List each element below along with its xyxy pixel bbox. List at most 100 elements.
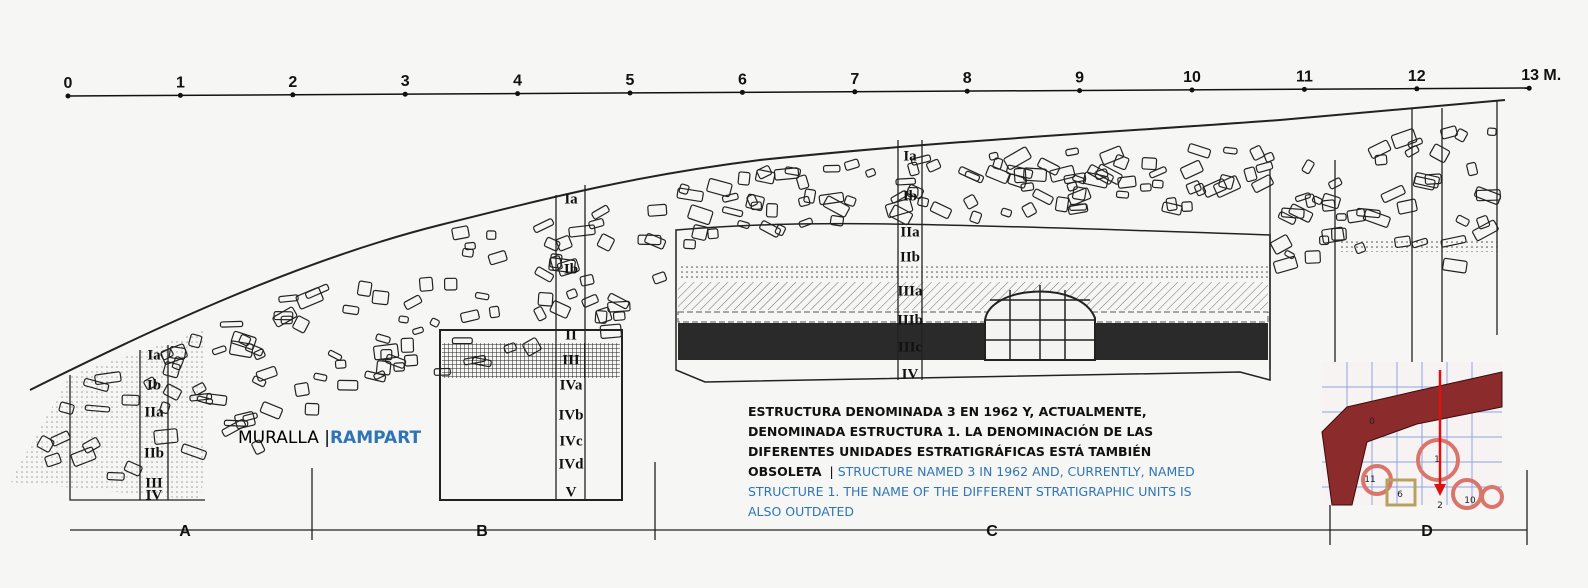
unit-label: IVc: [559, 433, 583, 449]
unit-label: II: [565, 327, 577, 343]
stone: [843, 158, 860, 171]
stone: [433, 367, 451, 376]
stone: [1218, 174, 1235, 190]
stone: [463, 354, 487, 366]
caption-sep: |: [829, 464, 834, 479]
stone: [251, 439, 266, 455]
stone: [1390, 128, 1418, 150]
stone: [543, 236, 561, 252]
stone: [1185, 180, 1202, 195]
stone: [412, 326, 424, 335]
scale-label: 7: [850, 71, 859, 88]
inset-arrowhead: [1434, 484, 1446, 496]
stone: [1139, 183, 1152, 192]
scale-tick: [65, 93, 71, 99]
stone: [219, 320, 244, 328]
stone: [1181, 201, 1193, 212]
stone: [292, 315, 310, 334]
stone: [818, 191, 845, 206]
stone: [1117, 175, 1137, 189]
stone: [1476, 215, 1491, 230]
stone: [1255, 161, 1274, 174]
stone: [533, 218, 555, 233]
caption: ESTRUCTURA DENOMINADA 3 EN 1962 Y, ACTUA…: [748, 402, 1228, 522]
stone: [196, 395, 214, 405]
stone: [1311, 195, 1323, 205]
stone: [403, 294, 423, 310]
stone: [985, 165, 1011, 185]
stone: [929, 201, 952, 219]
unit-label: IVb: [558, 407, 583, 423]
stone: [588, 218, 605, 230]
stone: [192, 382, 207, 396]
stone: [1213, 175, 1241, 198]
terrain: [10, 99, 1528, 545]
profile-d-band: [1338, 238, 1498, 252]
stone: [1284, 250, 1295, 260]
section-label: D: [1421, 523, 1433, 540]
stone: [1007, 173, 1028, 189]
stone: [234, 411, 256, 430]
stone: [334, 359, 347, 369]
stone: [278, 294, 299, 303]
stone: [168, 346, 187, 361]
scale-label: 10: [1183, 69, 1201, 86]
stone: [1094, 168, 1109, 180]
stone: [451, 337, 473, 345]
stone: [1270, 234, 1293, 255]
stone: [1049, 165, 1076, 183]
stone: [591, 204, 610, 220]
stone: [1321, 226, 1345, 244]
scale-label: 2: [288, 74, 297, 91]
stone: [1367, 139, 1392, 159]
stone: [503, 342, 518, 354]
stone: [765, 203, 779, 218]
unit-label: III: [145, 475, 163, 491]
stone: [1335, 213, 1347, 221]
structure-stones: [985, 285, 1095, 360]
stone: [1455, 214, 1470, 227]
stone: [1407, 137, 1423, 149]
stone: [471, 356, 492, 368]
stone: [272, 306, 298, 328]
stone: [534, 266, 555, 283]
stone: [784, 166, 802, 177]
stone: [375, 333, 391, 344]
stone: [1330, 227, 1347, 241]
stone: [843, 195, 857, 207]
stone: [1251, 174, 1274, 193]
unit-label: Ib: [564, 261, 578, 277]
stone: [259, 401, 283, 420]
stone: [1362, 208, 1391, 228]
stone: [1099, 145, 1125, 165]
stone: [596, 233, 615, 252]
stone: [488, 305, 501, 319]
stone: [958, 166, 985, 184]
stone: [162, 383, 182, 401]
stone: [687, 204, 714, 225]
stone: [803, 188, 817, 204]
stone: [189, 392, 213, 402]
stone: [1087, 164, 1114, 185]
stone: [1071, 186, 1087, 201]
scale-label: 11: [1296, 68, 1313, 85]
scale-tick: [1077, 88, 1083, 94]
stone: [556, 258, 580, 277]
stone: [229, 340, 254, 358]
stone: [180, 443, 207, 460]
inset-wall: [1321, 371, 1503, 506]
layer-iii: [442, 343, 620, 378]
stone: [356, 280, 373, 297]
inset-hut: [1480, 485, 1504, 509]
stone: [992, 157, 1004, 170]
stone: [1000, 207, 1013, 218]
stone: [595, 306, 613, 324]
stone: [1404, 145, 1420, 158]
stone: [1380, 185, 1406, 203]
stone: [522, 337, 542, 357]
stone: [1194, 182, 1207, 197]
unit-label: IIIb: [897, 312, 923, 328]
stone: [822, 195, 850, 218]
